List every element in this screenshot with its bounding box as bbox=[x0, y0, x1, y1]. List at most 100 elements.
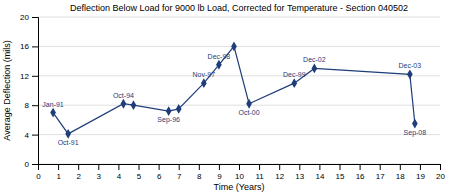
chart: 0123456789101112131415161718192004812162… bbox=[0, 0, 450, 193]
y-tick-mark bbox=[32, 76, 38, 77]
x-axis-title: Time (Years) bbox=[214, 182, 265, 192]
x-tick-mark bbox=[360, 164, 361, 170]
y-tick-label: 12 bbox=[20, 72, 29, 81]
y-tick: 16 bbox=[20, 42, 38, 51]
grid bbox=[38, 17, 440, 164]
x-tick-label: 13 bbox=[295, 172, 304, 181]
x-tick-label: 16 bbox=[356, 172, 365, 181]
x-tick: 3 bbox=[97, 164, 102, 181]
x-tick-label: 6 bbox=[157, 172, 162, 181]
annotations: Jan-91Oct-91Oct-94Sep-96Nov-97Dec-98Oct-… bbox=[42, 53, 426, 146]
x-tick-mark bbox=[78, 164, 79, 170]
x-tick-mark bbox=[118, 164, 119, 170]
point bbox=[231, 41, 237, 51]
x-tick-mark bbox=[239, 164, 240, 170]
x-tick-mark bbox=[420, 164, 421, 170]
x-tick: 1 bbox=[56, 164, 61, 181]
y-tick-label: 8 bbox=[25, 101, 30, 110]
y-tick-label: 0 bbox=[25, 160, 30, 169]
x-tick-mark bbox=[440, 164, 441, 170]
plot: 0123456789101112131415161718192004812162… bbox=[20, 13, 445, 181]
x-axis: 01234567891011121314151617181920 bbox=[36, 164, 445, 181]
annotation: Jan-91 bbox=[42, 101, 64, 108]
y-tick: 12 bbox=[20, 72, 38, 81]
x-tick-label: 10 bbox=[235, 172, 244, 181]
annotation: Sep-08 bbox=[404, 129, 427, 137]
point bbox=[412, 119, 418, 129]
grid-line bbox=[38, 134, 440, 135]
y-tick-mark bbox=[32, 46, 38, 47]
x-tick-mark bbox=[340, 164, 341, 170]
x-tick: 8 bbox=[197, 164, 202, 181]
marks bbox=[50, 41, 417, 138]
x-tick-label: 2 bbox=[76, 172, 81, 181]
x-tick: 20 bbox=[436, 164, 445, 181]
x-tick-label: 9 bbox=[217, 172, 222, 181]
y-tick-label: 16 bbox=[20, 42, 29, 51]
x-tick-mark bbox=[139, 164, 140, 170]
x-tick: 13 bbox=[295, 164, 304, 181]
point bbox=[216, 60, 222, 70]
x-tick: 7 bbox=[177, 164, 182, 181]
point bbox=[291, 78, 297, 88]
annotation: Dec-03 bbox=[399, 62, 422, 69]
y-tick: 8 bbox=[25, 101, 38, 110]
x-tick-mark bbox=[259, 164, 260, 170]
annotation: Dec-99 bbox=[283, 71, 306, 78]
x-tick: 9 bbox=[217, 164, 222, 181]
annotation: Oct-94 bbox=[113, 92, 134, 99]
grid-line bbox=[38, 105, 440, 106]
x-tick-label: 14 bbox=[315, 172, 324, 181]
annotation: Dec-02 bbox=[303, 56, 326, 63]
y-tick-mark bbox=[32, 164, 38, 165]
grid-line bbox=[38, 75, 440, 76]
y-tick: 4 bbox=[25, 131, 38, 140]
x-tick: 5 bbox=[137, 164, 142, 181]
x-tick-label: 0 bbox=[36, 172, 41, 181]
x-tick: 16 bbox=[356, 164, 365, 181]
x-tick-mark bbox=[58, 164, 59, 170]
annotation: Dec-98 bbox=[208, 53, 231, 60]
x-tick-mark bbox=[98, 164, 99, 170]
x-tick-mark bbox=[179, 164, 180, 170]
line bbox=[53, 46, 415, 133]
point bbox=[166, 106, 172, 116]
y-axis: 0 4 8 12 16 20 bbox=[20, 13, 38, 169]
x-tick-mark bbox=[319, 164, 320, 170]
point bbox=[201, 78, 207, 88]
x-tick-mark bbox=[400, 164, 401, 170]
y-tick-mark bbox=[32, 135, 38, 136]
x-tick: 10 bbox=[235, 164, 244, 181]
x-tick-mark bbox=[159, 164, 160, 170]
x-tick: 11 bbox=[255, 164, 264, 181]
x-tick-label: 7 bbox=[177, 172, 182, 181]
x-tick-label: 18 bbox=[396, 172, 405, 181]
x-tick: 4 bbox=[117, 164, 122, 181]
axis-line bbox=[39, 165, 441, 171]
y-tick-label: 4 bbox=[25, 131, 30, 140]
x-tick-label: 11 bbox=[255, 172, 264, 181]
x-tick: 12 bbox=[275, 164, 284, 181]
x-tick-label: 12 bbox=[275, 172, 284, 181]
annotation: Nov-97 bbox=[193, 71, 216, 78]
x-tick-label: 4 bbox=[117, 172, 122, 181]
x-tick: 15 bbox=[336, 164, 345, 181]
x-tick-label: 20 bbox=[436, 172, 445, 181]
x-tick-mark bbox=[380, 164, 381, 170]
annotation: Oct-91 bbox=[58, 139, 79, 146]
annotation: Oct-00 bbox=[239, 109, 260, 116]
y-tick-mark bbox=[32, 17, 38, 18]
x-tick-mark bbox=[279, 164, 280, 170]
point bbox=[176, 104, 182, 114]
x-tick: 2 bbox=[76, 164, 81, 181]
y-tick-mark bbox=[32, 105, 38, 106]
point bbox=[50, 108, 56, 118]
x-tick-mark bbox=[199, 164, 200, 170]
x-tick-label: 3 bbox=[97, 172, 102, 181]
y-tick: 20 bbox=[20, 13, 38, 22]
x-tick-mark bbox=[219, 164, 220, 170]
axis-line bbox=[32, 18, 39, 165]
title: Deflection Below Load for 9000 lb Load, … bbox=[70, 3, 408, 13]
point bbox=[121, 99, 127, 109]
grid-line bbox=[38, 17, 440, 18]
